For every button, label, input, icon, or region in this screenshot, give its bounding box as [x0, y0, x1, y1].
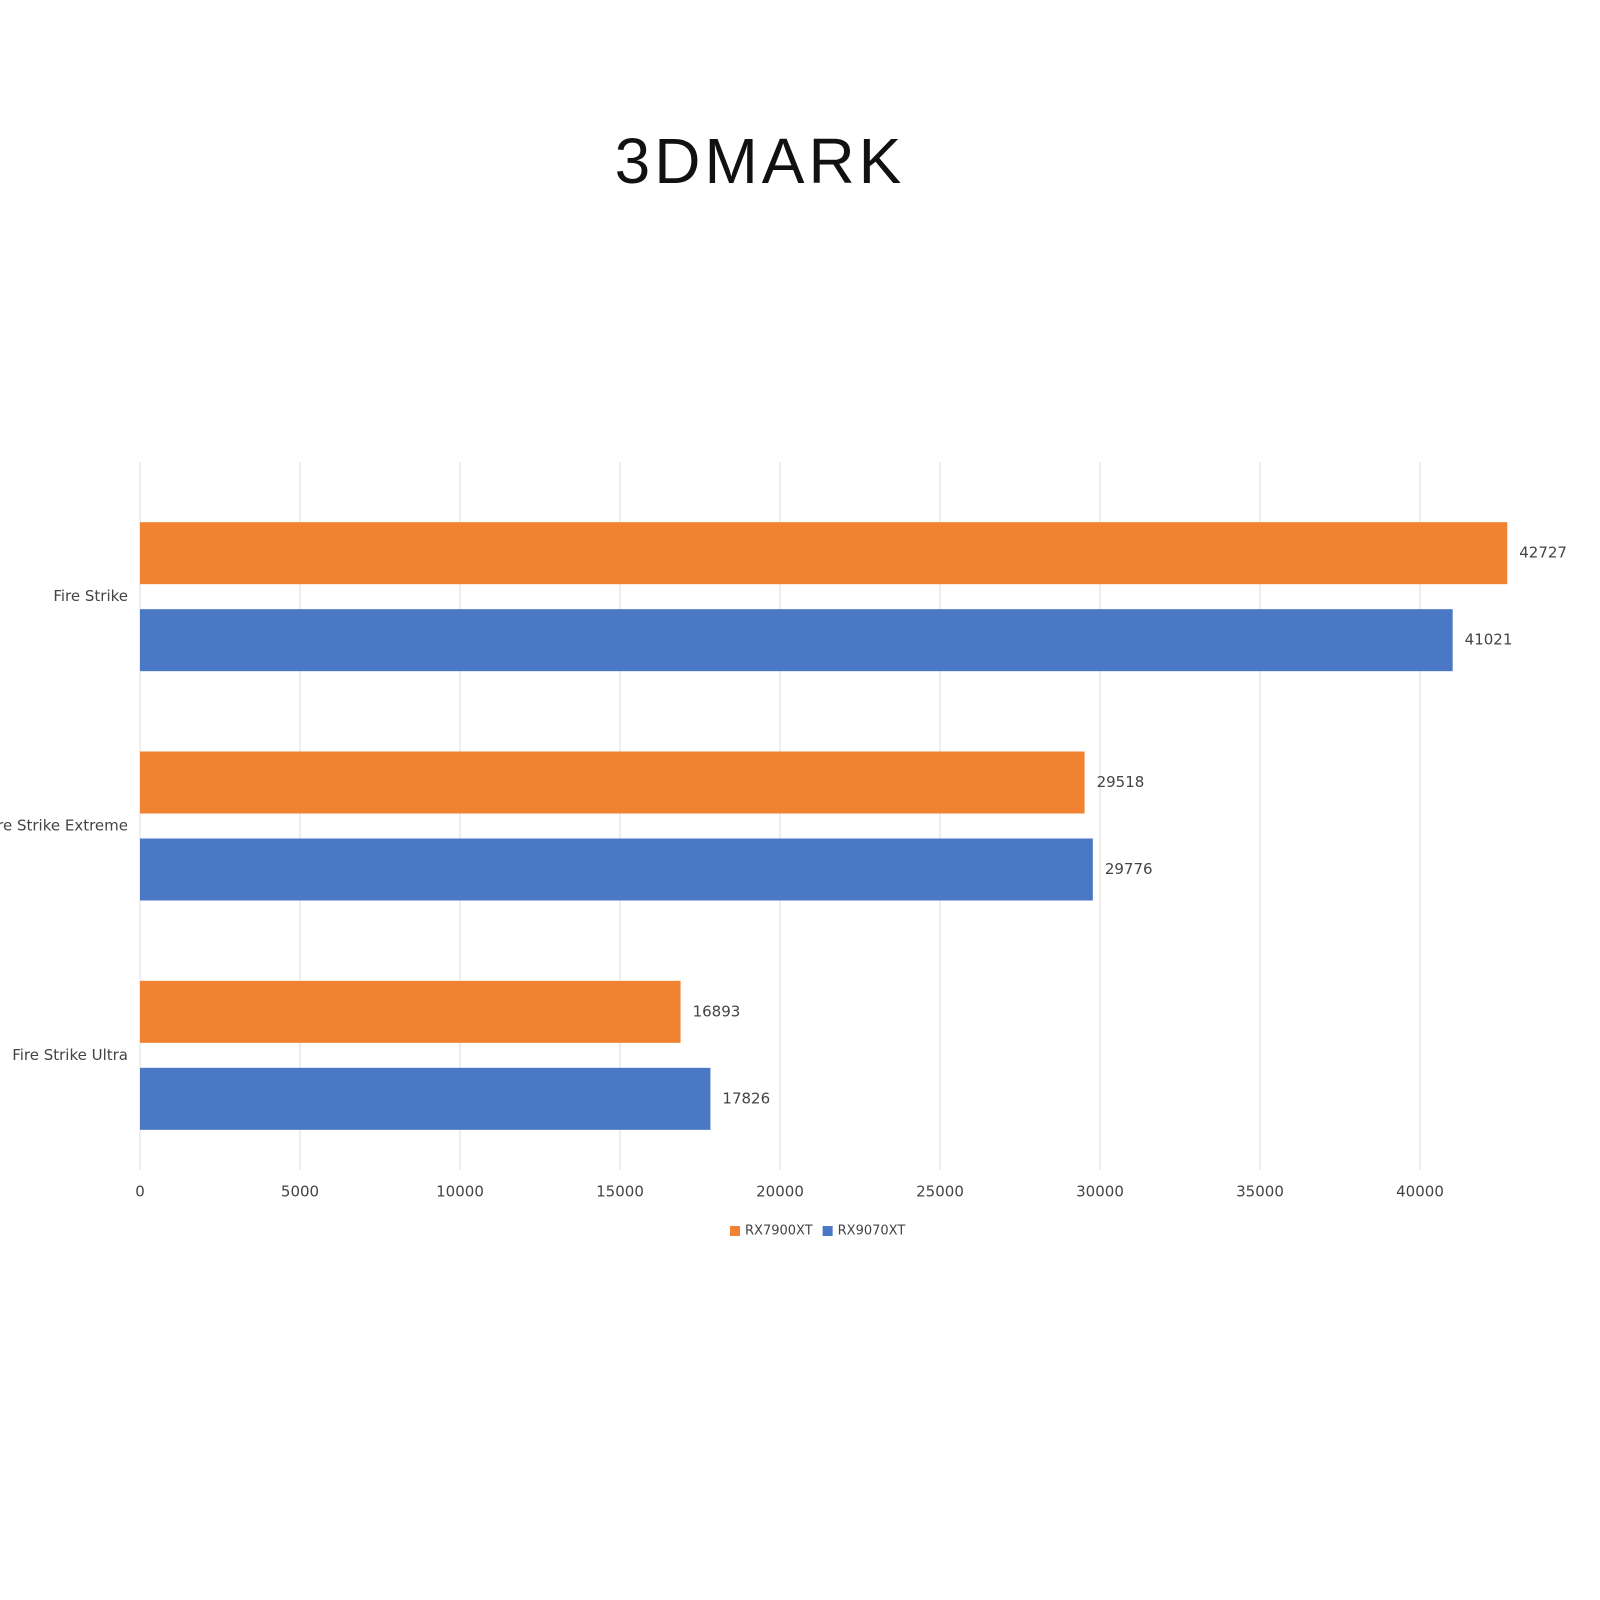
value-label: 17826	[722, 1089, 770, 1107]
legend-swatch	[730, 1226, 740, 1236]
x-tick-label: 40000	[1396, 1183, 1444, 1201]
bar	[140, 609, 1453, 672]
bar	[140, 838, 1093, 901]
x-tick-label: 20000	[756, 1183, 804, 1201]
value-label: 41021	[1465, 631, 1513, 649]
x-tick-label: 0	[135, 1183, 145, 1201]
bar	[140, 1067, 711, 1130]
value-label: 29518	[1097, 773, 1145, 791]
legend-swatch	[822, 1226, 833, 1236]
value-label: 16893	[693, 1002, 741, 1020]
chart-title: 3DMARK	[615, 125, 906, 197]
x-tick-label: 15000	[596, 1183, 644, 1201]
bar	[140, 751, 1085, 814]
bar	[140, 980, 681, 1043]
y-tick-label: Fire Strike	[53, 587, 128, 605]
x-tick-label: 25000	[916, 1183, 964, 1201]
x-tick-label: 5000	[281, 1183, 319, 1201]
x-tick-label: 10000	[436, 1183, 484, 1201]
y-tick-label: Fire Strike Extreme	[0, 817, 128, 835]
legend-label: RX9070XT	[838, 1224, 906, 1239]
x-tick-label: 35000	[1236, 1183, 1284, 1201]
legend-label: RX7900XT	[745, 1224, 813, 1239]
value-label: 29776	[1105, 860, 1153, 878]
bar	[140, 522, 1508, 585]
y-tick-label: Fire Strike Ultra	[12, 1046, 128, 1064]
value-label: 42727	[1519, 544, 1567, 562]
x-tick-label: 30000	[1076, 1183, 1124, 1201]
